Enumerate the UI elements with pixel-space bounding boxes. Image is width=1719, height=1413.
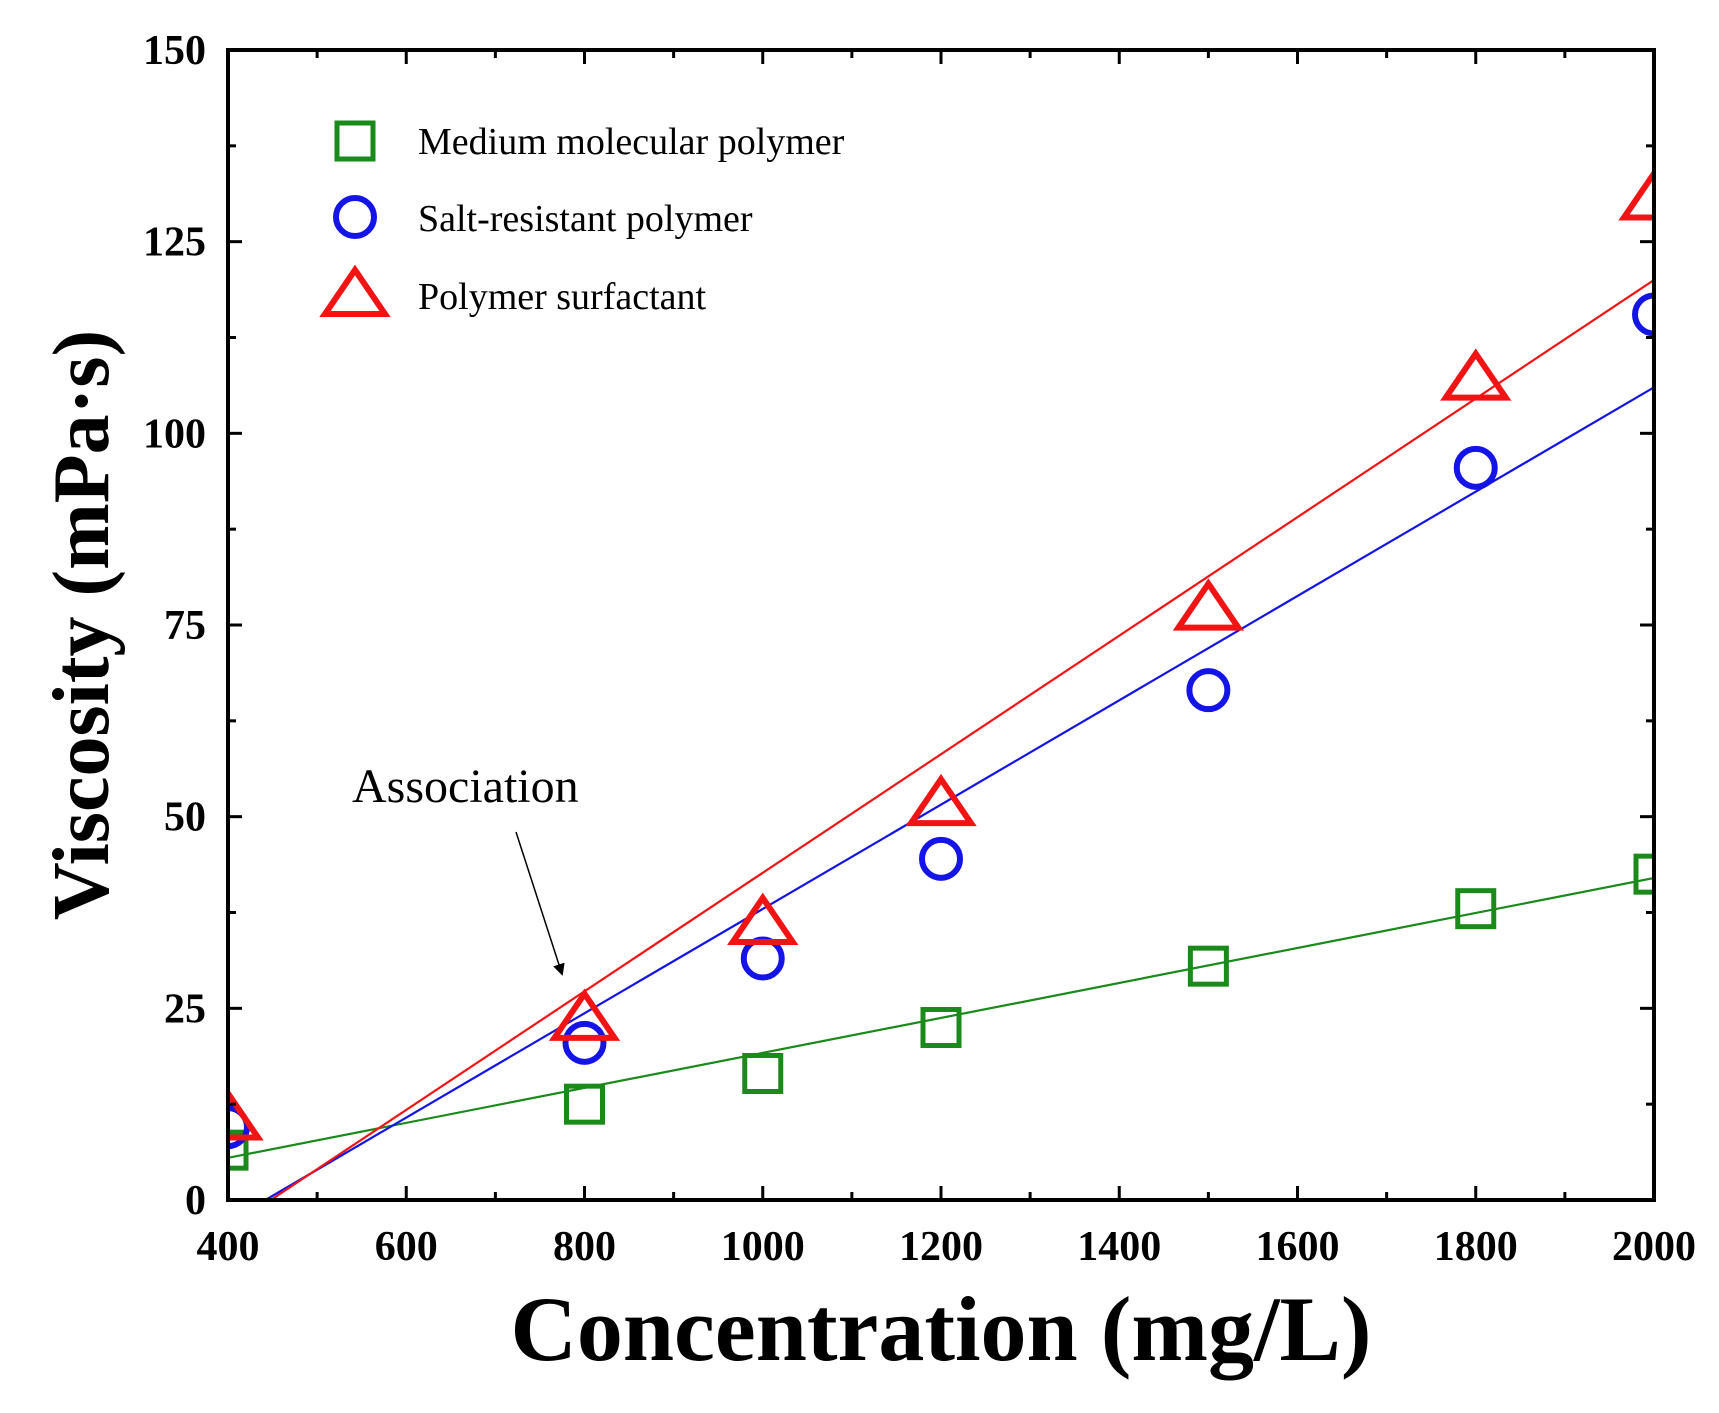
data-point-circle	[1453, 445, 1498, 490]
data-point-circle	[228, 1105, 250, 1150]
association-annotation: Association	[352, 760, 579, 976]
data-point-triangle	[548, 988, 621, 1041]
y-tick-label: 100	[143, 411, 206, 457]
y-tick-label: 0	[185, 1178, 206, 1224]
legend-label-medium-molecular-polymer: Medium molecular polymer	[418, 121, 845, 163]
x-tick-label: 1400	[1077, 1224, 1161, 1270]
fit-line-square	[228, 876, 1654, 1159]
y-axis-title: Viscosity (mPa·s)	[38, 330, 126, 920]
data-point-triangle	[228, 1088, 264, 1141]
association-arrow	[515, 831, 565, 976]
y-tick-label: 25	[164, 986, 206, 1032]
data-point-square	[564, 1083, 605, 1125]
x-tick-labels: 400 600 800 1000 1200 1400 1600 1800 2000	[197, 1224, 1697, 1270]
association-label: Association	[352, 760, 579, 813]
data-point-triangle	[727, 892, 799, 945]
data-point-triangle	[1440, 348, 1512, 401]
fit-lines	[228, 279, 1654, 1200]
data-point-triangle	[905, 773, 977, 827]
data-point-square	[1187, 945, 1229, 987]
y-tick-label: 75	[164, 603, 206, 649]
x-tick-label: 1200	[899, 1224, 983, 1270]
y-tick-label: 150	[143, 28, 206, 74]
legend-marker-circle	[333, 195, 377, 239]
x-tick-label: 2000	[1612, 1224, 1696, 1270]
x-tick-label: 1000	[721, 1224, 805, 1270]
legend-marker-square	[334, 120, 376, 162]
data-point-triangle	[1618, 168, 1654, 221]
data-point-square	[228, 1129, 249, 1171]
data-point-square	[1633, 853, 1654, 895]
data-point-circle	[1632, 292, 1654, 337]
data-point-square	[1455, 888, 1497, 930]
x-tick-label: 800	[553, 1224, 616, 1270]
x-tick-label: 1800	[1434, 1224, 1518, 1270]
x-tick-label: 600	[375, 1224, 438, 1270]
legend: Medium molecular polymer Salt-resistant …	[319, 120, 845, 318]
data-point-square	[742, 1053, 784, 1094]
data-point-circle	[740, 936, 785, 981]
x-axis-title: Concentration (mg/L)	[510, 1278, 1371, 1380]
y-tick-label: 50	[164, 795, 206, 841]
y-tick-label: 125	[143, 220, 206, 266]
data-point-circle	[919, 836, 963, 881]
fit-line-triangle	[270, 279, 1654, 1200]
axis-ticks	[226, 48, 1656, 1202]
y-tick-labels: 0 25 50 75 100 125 150	[143, 28, 206, 1224]
legend-label-salt-resistant-polymer: Salt-resistant polymer	[418, 198, 753, 240]
data-markers	[228, 168, 1654, 1171]
data-point-triangle	[1172, 578, 1245, 631]
x-tick-label: 1600	[1256, 1224, 1340, 1270]
legend-marker-triangle	[319, 264, 391, 317]
fit-line-circle	[264, 386, 1654, 1200]
data-point-circle	[562, 1020, 607, 1065]
data-point-circle	[1186, 668, 1231, 713]
legend-label-polymer-surfactant: Polymer surfactant	[418, 276, 707, 318]
x-tick-label: 400	[197, 1224, 260, 1270]
data-point-square	[920, 1007, 962, 1048]
